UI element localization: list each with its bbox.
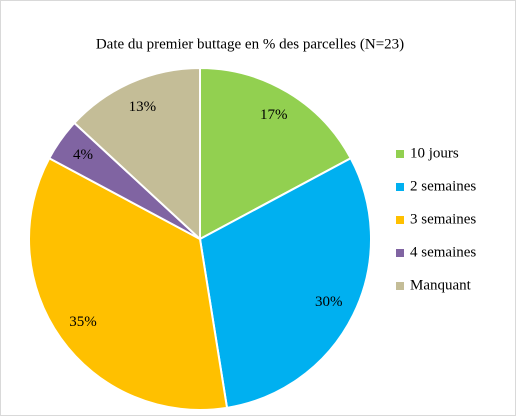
data-label: 35% [69, 314, 97, 330]
legend-label: 4 semaines [410, 244, 476, 260]
legend-label: 3 semaines [410, 211, 476, 227]
pie-slice [28, 156, 229, 411]
legend-swatch [396, 249, 404, 257]
legend-label: 2 semaines [410, 178, 476, 194]
legend-swatch [396, 150, 404, 158]
pie-slice [198, 156, 372, 409]
legend-label: Manquant [410, 277, 472, 293]
legend-swatch [396, 183, 404, 191]
pie-slice [72, 66, 201, 242]
data-label: 17% [260, 107, 288, 123]
pie-slice [199, 66, 353, 241]
data-label: 13% [129, 99, 157, 115]
data-label: 30% [315, 294, 343, 310]
legend-swatch [396, 216, 404, 224]
legend-swatch [396, 282, 404, 290]
legend-label: 10 jours [410, 145, 459, 161]
data-label: 4% [73, 147, 93, 163]
chart-title: Date du premier buttage en % des parcell… [96, 36, 404, 52]
